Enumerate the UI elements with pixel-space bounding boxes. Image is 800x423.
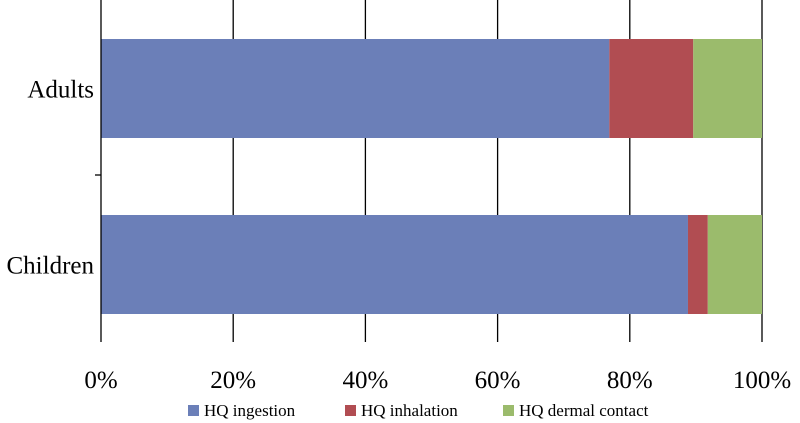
legend-swatch	[188, 405, 199, 416]
x-tick-label: 0%	[84, 367, 117, 394]
x-tick-label: 20%	[210, 367, 256, 394]
category-label-children: Children	[7, 253, 95, 280]
legend: HQ ingestion HQ inhalation HQ dermal conta…	[188, 401, 649, 420]
bar-children-hq-ingestion	[101, 215, 688, 314]
legend-label: HQ ingestion	[204, 401, 296, 420]
bar-children-hq-dermal-contact	[707, 215, 762, 314]
bar-adults-hq-ingestion	[101, 39, 610, 138]
x-tick-label: 80%	[607, 367, 653, 394]
legend-label: HQ inhalation	[361, 401, 458, 420]
axes	[95, 0, 102, 342]
bar-adults-hq-inhalation	[609, 39, 694, 138]
bar-adults-hq-dermal-contact	[693, 39, 762, 138]
category-labels: Adults Children	[7, 77, 95, 280]
legend-swatch	[345, 405, 356, 416]
legend-label: HQ dermal contact	[519, 401, 649, 420]
x-tick-label: 100%	[733, 367, 791, 394]
bars	[101, 39, 762, 314]
category-label-adults: Adults	[27, 77, 94, 104]
legend-item: HQ ingestion	[188, 401, 296, 420]
x-axis-ticks: 0% 20% 40% 60% 80% 100%	[84, 367, 791, 394]
x-tick-label: 40%	[342, 367, 388, 394]
legend-item: HQ inhalation	[345, 401, 458, 420]
x-tick-label: 60%	[475, 367, 521, 394]
legend-swatch	[503, 405, 514, 416]
legend-item: HQ dermal contact	[503, 401, 649, 420]
bar-children-hq-inhalation	[687, 215, 708, 314]
